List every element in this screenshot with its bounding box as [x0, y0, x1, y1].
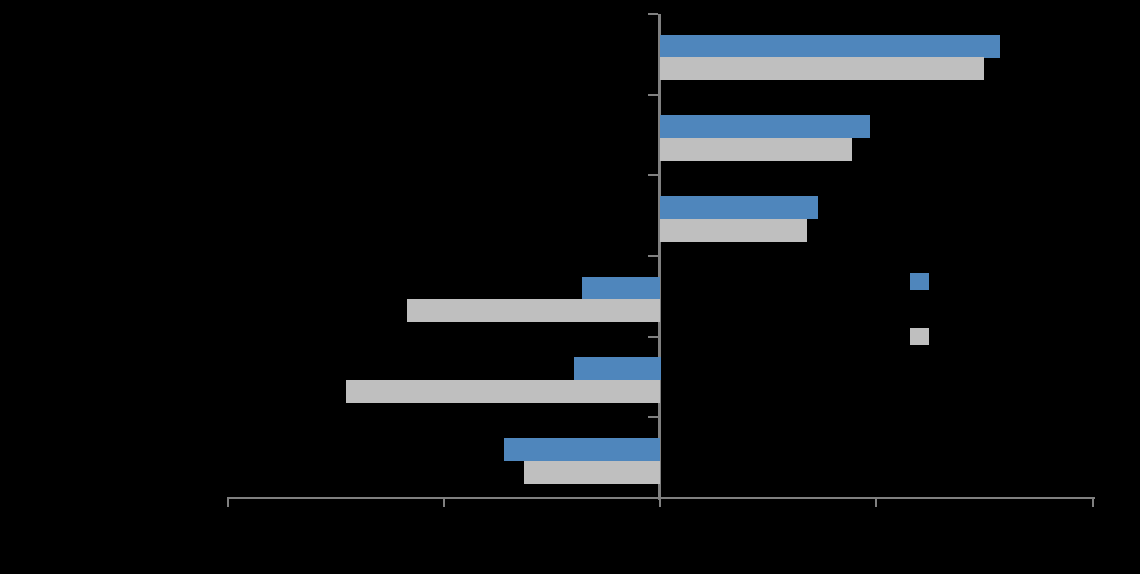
bar-blue-row-4 — [582, 277, 660, 300]
y-axis-tick — [648, 336, 658, 338]
bar-gray-row-6 — [524, 461, 660, 484]
bar-gray-row-5 — [346, 380, 660, 403]
legend-swatch-gray — [910, 328, 929, 345]
x-axis-tick — [227, 497, 229, 507]
y-axis-tick — [648, 416, 658, 418]
x-axis-tick — [659, 497, 661, 507]
bar-blue-row-1 — [660, 35, 1000, 58]
y-axis-tick — [648, 497, 658, 499]
y-axis-tick — [648, 94, 658, 96]
bar-blue-row-5 — [574, 357, 661, 380]
y-axis-tick — [648, 255, 658, 257]
x-axis — [228, 497, 1095, 499]
y-axis-tick — [648, 174, 658, 176]
bar-gray-row-2 — [660, 138, 852, 161]
x-axis-tick — [875, 497, 877, 507]
bar-blue-row-3 — [660, 196, 818, 219]
bar-blue-row-2 — [660, 115, 870, 138]
x-axis-tick — [443, 497, 445, 507]
y-axis-tick — [648, 13, 658, 15]
bar-gray-row-3 — [660, 219, 807, 242]
bar-gray-row-4 — [407, 299, 660, 322]
x-axis-tick — [1092, 497, 1094, 507]
legend-swatch-blue — [910, 273, 929, 290]
bar-gray-row-1 — [660, 57, 984, 80]
y-axis — [658, 14, 661, 500]
bar-blue-row-6 — [504, 438, 660, 461]
